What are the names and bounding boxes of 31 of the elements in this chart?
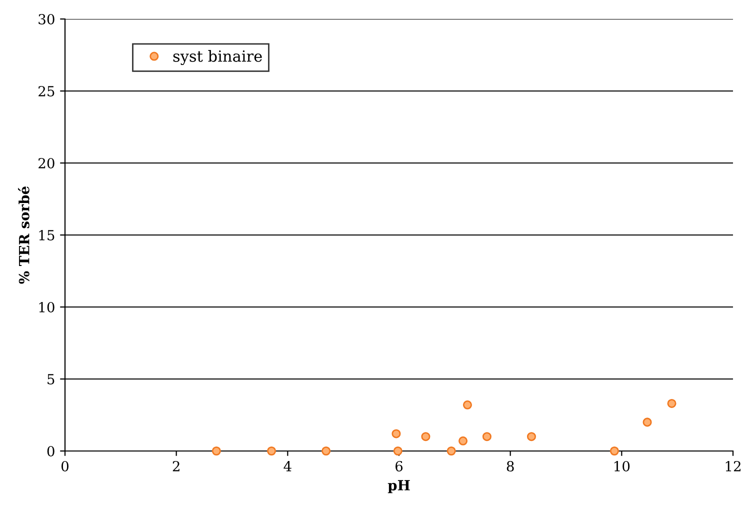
point <box>421 432 430 442</box>
point <box>642 418 652 427</box>
y-tick-label: 0 <box>47 446 54 456</box>
point <box>392 429 401 438</box>
x-tick-label: 4 <box>284 460 292 472</box>
x-tick-label: 10 <box>614 460 630 472</box>
y-tick-label: 20 <box>38 158 54 168</box>
point <box>446 446 456 456</box>
point <box>526 432 536 442</box>
x-tick-label: 12 <box>726 460 740 472</box>
point <box>267 446 276 456</box>
x-tick-label: 6 <box>396 460 403 472</box>
x-tick-label: 2 <box>172 460 180 472</box>
point <box>393 446 402 456</box>
point <box>458 436 468 446</box>
point <box>212 446 221 456</box>
y-tick-label: 30 <box>38 14 54 24</box>
x-tick-label: 8 <box>506 460 514 472</box>
point <box>482 432 492 442</box>
y-axis-title: % TER sorbé <box>18 186 30 284</box>
y-tick-label: 15 <box>39 230 54 240</box>
point <box>610 446 619 456</box>
y-tick-label: 25 <box>38 86 54 96</box>
legend-label: syst binaire <box>173 50 262 66</box>
x-tick-label: 0 <box>61 460 68 472</box>
point <box>322 446 331 456</box>
y-tick-label: 10 <box>39 302 54 312</box>
point <box>462 400 472 410</box>
x-axis-title: pH <box>388 480 410 494</box>
point <box>667 398 676 408</box>
y-tick-label: 5 <box>48 374 54 384</box>
